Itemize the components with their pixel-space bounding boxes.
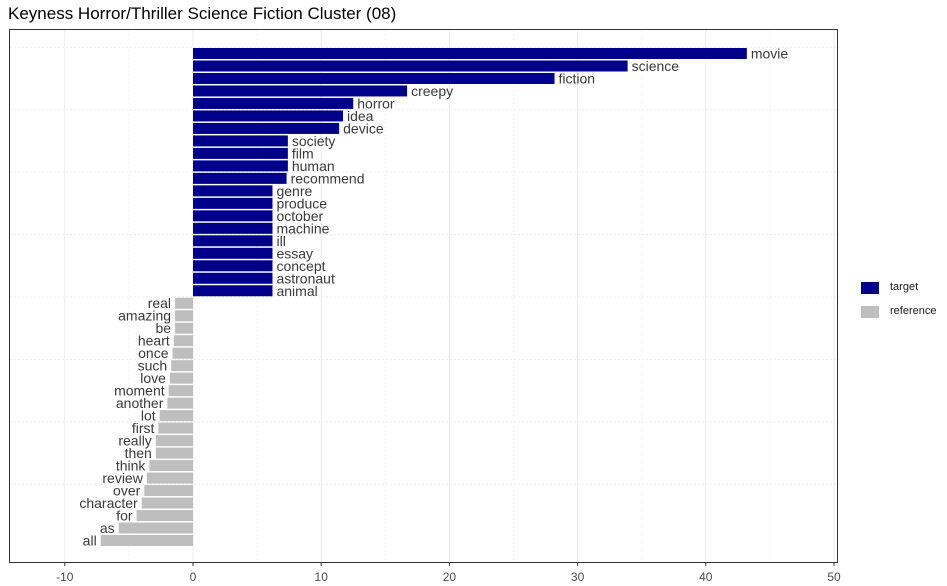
bar-labels: movie science fiction creepy horrorideadevic… xyxy=(79,46,788,549)
bar-science xyxy=(193,60,628,72)
bar-label-be: be xyxy=(155,320,171,336)
bar-character xyxy=(141,497,193,509)
bar-label-produce: produce xyxy=(276,195,327,211)
bar-label-once: once xyxy=(138,345,169,361)
bar-label-machine: machine xyxy=(276,220,329,236)
bar-love xyxy=(169,372,193,384)
bar-moment xyxy=(168,385,193,397)
legend-label-reference: reference xyxy=(890,305,937,317)
bar-label-really: really xyxy=(118,433,151,449)
bar-label-device: device xyxy=(343,120,384,136)
bar-label-movie: movie xyxy=(751,46,789,62)
bar-label-another: another xyxy=(116,395,164,411)
bar-label-love: love xyxy=(140,370,166,386)
bar-film xyxy=(193,147,288,159)
bar-label-heart: heart xyxy=(138,333,170,349)
legend-label-target: target xyxy=(890,281,919,293)
bar-essay xyxy=(193,247,273,259)
bar-really xyxy=(155,435,193,447)
bar-label-creepy: creepy xyxy=(411,83,453,99)
bar-label-science: science xyxy=(632,58,680,74)
bar-think xyxy=(149,460,193,472)
bar-human xyxy=(193,160,288,172)
bar-label-astronaut: astronaut xyxy=(276,270,334,286)
bar-label-review: review xyxy=(102,470,143,486)
bar-label-essay: essay xyxy=(276,245,313,261)
bar-astronaut xyxy=(193,272,273,284)
bar-animal xyxy=(193,285,273,297)
bar-label-animal: animal xyxy=(276,283,317,299)
bar-label-for: for xyxy=(116,508,133,524)
bar-creepy xyxy=(193,85,408,97)
bar-label-recommend: recommend xyxy=(291,170,365,186)
bar-label-all: all xyxy=(83,533,97,549)
bar-label-amazing: amazing xyxy=(118,308,171,324)
bar-label-as: as xyxy=(100,520,115,536)
bar-label-film: film xyxy=(292,145,314,161)
bar-label-society: society xyxy=(292,133,336,149)
bar-lot xyxy=(159,410,193,422)
bar-machine xyxy=(193,222,273,234)
bar-ill xyxy=(193,235,273,247)
bar-label-such: such xyxy=(138,358,168,374)
legend-key-target xyxy=(861,282,879,294)
bar-over xyxy=(144,485,193,497)
bar-heart xyxy=(173,335,193,347)
bar-movie xyxy=(193,48,747,59)
bar-review xyxy=(146,472,193,484)
bar-label-human: human xyxy=(292,158,335,174)
bar-concept xyxy=(193,260,273,272)
bar-for xyxy=(136,510,193,522)
bar-label-think: think xyxy=(116,458,147,474)
x-tick-label: 0 xyxy=(190,570,197,584)
bar-label-october: october xyxy=(276,208,323,224)
bar-then xyxy=(155,447,193,459)
bar-label-idea: idea xyxy=(347,108,374,124)
bar-device xyxy=(193,122,340,134)
x-tick-label: -10 xyxy=(56,570,74,584)
bar-all xyxy=(100,535,193,546)
x-tick-label: 50 xyxy=(827,570,841,584)
x-tick-label: 40 xyxy=(699,570,713,584)
x-tick-label: 30 xyxy=(571,570,585,584)
bar-such xyxy=(171,360,193,372)
bar-fiction xyxy=(193,72,555,84)
bar-label-horror: horror xyxy=(357,95,395,111)
panel-border xyxy=(9,29,838,563)
bar-first xyxy=(158,422,193,434)
bar-horror xyxy=(193,97,354,109)
bar-idea xyxy=(193,110,343,122)
bar-label-character: character xyxy=(79,495,138,511)
bar-label-over: over xyxy=(113,483,141,499)
bar-label-first: first xyxy=(132,420,155,436)
x-tick-label: 10 xyxy=(315,570,329,584)
x-axis: -10 0 10 20 30 40 50 xyxy=(56,562,841,584)
bar-as xyxy=(118,522,193,534)
bar-real xyxy=(175,297,193,309)
bar-label-genre: genre xyxy=(276,183,312,199)
legend-key-reference xyxy=(861,306,879,318)
bar-label-concept: concept xyxy=(276,258,325,274)
bar-society xyxy=(193,135,288,147)
bar-recommend xyxy=(193,172,287,184)
bar-october xyxy=(193,210,273,222)
chart-title: Keyness Horror/Thriller Science Fiction … xyxy=(8,4,397,23)
bars xyxy=(100,48,747,546)
bar-label-lot: lot xyxy=(141,408,156,424)
bar-label-fiction: fiction xyxy=(559,70,596,86)
bar-label-ill: ill xyxy=(276,233,285,249)
bar-label-real: real xyxy=(148,295,171,311)
bar-label-then: then xyxy=(125,445,152,461)
bar-amazing xyxy=(175,310,193,322)
x-tick-label: 20 xyxy=(443,570,457,584)
bar-another xyxy=(167,397,193,409)
bar-once xyxy=(172,347,193,359)
bar-genre xyxy=(193,185,273,197)
bar-label-moment: moment xyxy=(114,383,165,399)
bar-produce xyxy=(193,197,273,209)
bar-be xyxy=(175,322,193,334)
